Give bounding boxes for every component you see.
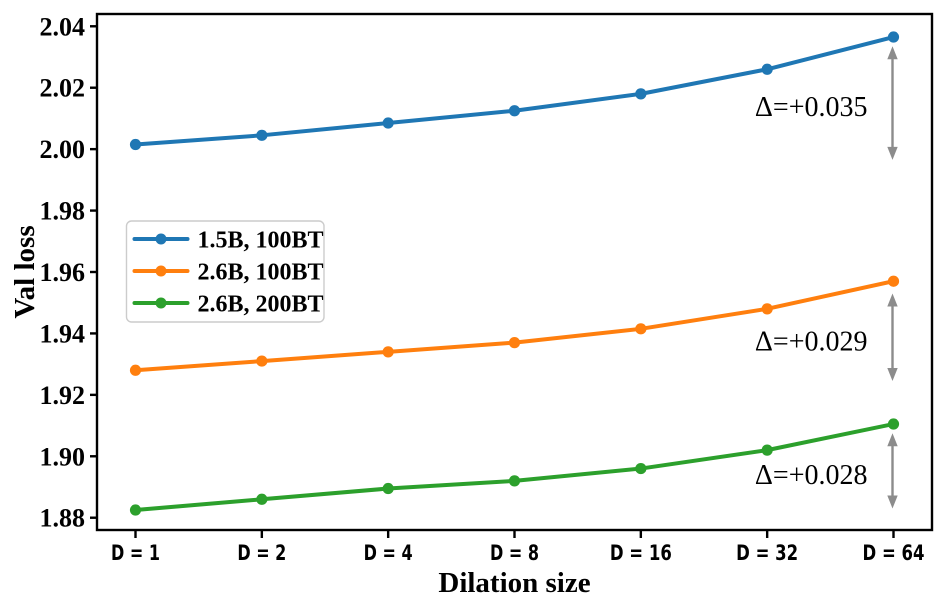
delta-annotation: Δ=+0.035 bbox=[755, 46, 898, 160]
arrow-head-up-icon bbox=[887, 433, 898, 447]
arrow-head-down-icon bbox=[887, 146, 898, 160]
y-tick-label: 1.90 bbox=[40, 442, 86, 471]
arrow-head-down-icon bbox=[887, 368, 898, 382]
data-point-2-6b-200bt bbox=[256, 493, 268, 505]
legend: 1.5B, 100BT 2.6B, 100BT 2.6B, 200BT bbox=[125, 220, 325, 323]
data-point-1-5b-100bt bbox=[129, 138, 142, 151]
legend-entry: 2.6B, 200BT bbox=[132, 292, 324, 318]
delta-label: Δ=+0.028 bbox=[755, 460, 868, 491]
x-tick-label: D = 32 bbox=[736, 541, 798, 565]
data-point-1-5b-100bt bbox=[382, 117, 394, 129]
y-tick-label: 1.94 bbox=[40, 319, 86, 348]
x-axis-label: Dilation size bbox=[438, 567, 590, 599]
y-tick-label: 1.96 bbox=[40, 258, 86, 287]
data-point-1-5b-100bt bbox=[887, 31, 900, 43]
legend-box bbox=[125, 220, 325, 323]
data-point-1-5b-100bt bbox=[256, 129, 268, 141]
data-point-2-6b-200bt bbox=[887, 418, 900, 430]
legend-label: 1.5B, 100BT bbox=[198, 228, 324, 254]
y-axis-label: Val loss bbox=[9, 225, 41, 318]
y-tick-label: 2.00 bbox=[40, 135, 86, 164]
data-point-2-6b-200bt bbox=[382, 482, 394, 495]
delta-label: Δ=+0.029 bbox=[755, 326, 868, 357]
legend-entry: 1.5B, 100BT bbox=[132, 228, 324, 254]
arrow-head-down-icon bbox=[887, 495, 898, 509]
y-tick-label: 2.04 bbox=[40, 12, 86, 41]
data-point-1-5b-100bt bbox=[761, 63, 773, 75]
data-point-2-6b-100bt bbox=[382, 346, 394, 358]
data-point-2-6b-100bt bbox=[129, 364, 142, 376]
x-tick-label: D = 2 bbox=[237, 541, 286, 565]
legend-swatch-dot bbox=[155, 297, 167, 309]
series-line-1-5b-100bt bbox=[133, 35, 896, 147]
x-tick-label: D = 4 bbox=[364, 541, 413, 565]
data-point-2-6b-200bt bbox=[635, 462, 647, 475]
data-point-2-6b-200bt bbox=[508, 475, 521, 487]
data-point-2-6b-200bt bbox=[129, 504, 142, 516]
legend-label: 2.6B, 100BT bbox=[198, 260, 324, 286]
legend-swatch-dot bbox=[155, 265, 167, 277]
x-tick-label: D = 16 bbox=[610, 541, 672, 565]
legend-swatch-dot bbox=[155, 233, 167, 245]
delta-annotation: Δ=+0.028 bbox=[755, 433, 898, 509]
data-point-1-5b-100bt bbox=[508, 105, 521, 117]
delta-annotation: Δ=+0.029 bbox=[755, 293, 898, 382]
y-tick-label: 1.88 bbox=[40, 504, 86, 533]
data-point-2-6b-100bt bbox=[761, 303, 773, 315]
data-point-2-6b-100bt bbox=[508, 337, 521, 349]
delta-label: Δ=+0.035 bbox=[755, 92, 868, 123]
data-point-1-5b-100bt bbox=[635, 88, 647, 100]
y-tick-label: 1.92 bbox=[40, 381, 86, 410]
y-tick-label: 2.02 bbox=[40, 74, 86, 103]
data-point-2-6b-100bt bbox=[635, 323, 647, 335]
arrow-head-up-icon bbox=[887, 46, 898, 60]
y-tick-label: 1.98 bbox=[40, 197, 86, 226]
legend-label: 2.6B, 200BT bbox=[198, 292, 324, 318]
data-point-2-6b-100bt bbox=[256, 355, 268, 367]
data-point-2-6b-200bt bbox=[761, 444, 773, 456]
x-tick-label: D = 64 bbox=[863, 541, 925, 565]
x-tick-label: D = 8 bbox=[490, 541, 539, 565]
x-tick-label: D = 1 bbox=[111, 541, 160, 565]
legend-entry: 2.6B, 100BT bbox=[132, 260, 324, 286]
data-point-2-6b-100bt bbox=[887, 275, 900, 287]
arrow-head-up-icon bbox=[887, 293, 898, 307]
